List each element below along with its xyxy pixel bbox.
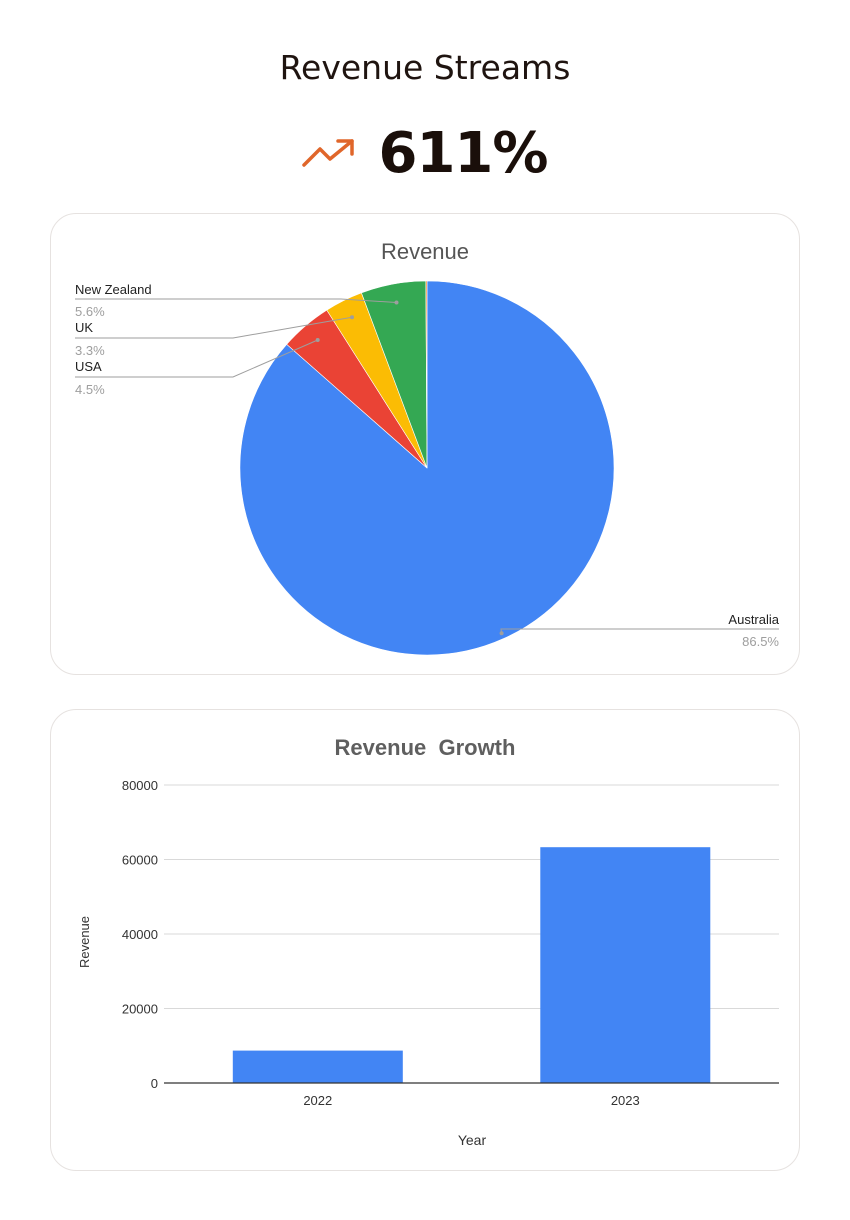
pie-chart-card: Revenue Australia 86.5% USA 4.5% UK 3.3% New Z… <box>50 213 800 675</box>
y-tick-label: 20000 <box>122 1002 158 1017</box>
pie-leader-dot-usa <box>315 338 320 342</box>
page-title: Revenue Streams <box>279 48 571 87</box>
bar-chart-title: Revenue Growth <box>335 735 516 760</box>
pie-chart-title: Revenue <box>381 239 469 264</box>
pie-leader-usa <box>75 339 318 378</box>
pie-leader-dot-australia <box>499 631 504 636</box>
bar-chart-card: Revenue Growth Year Revenue 0 20000 40000 6… <box>50 709 800 1171</box>
revenue-pie-chart: Revenue Australia 86.5% USA 4.5% UK 3.3% New Z… <box>75 239 780 656</box>
bar-chart-ylabel: Revenue <box>77 916 92 968</box>
y-tick-label: 60000 <box>122 853 158 868</box>
pie-value-australia: 86.5% <box>742 634 779 649</box>
pie-leader-dot-uk <box>350 315 354 320</box>
pie-label-uk: UK <box>75 320 93 335</box>
y-tick-label: 0 <box>151 1076 158 1091</box>
pie-leader-australia <box>500 628 779 634</box>
pie-label-usa: USA <box>75 359 102 374</box>
pie-value-uk: 3.3% <box>75 343 105 358</box>
revenue-growth-bar-chart: Revenue Growth Year Revenue 0 20000 40000 6… <box>77 735 779 1148</box>
pie-value-usa: 4.5% <box>75 382 105 397</box>
y-tick-label: 80000 <box>122 778 158 793</box>
pie-leader-dot-new-zealand <box>394 300 399 305</box>
pie-label-australia: Australia <box>728 612 779 627</box>
pie-label-new-zealand: New Zealand <box>75 282 152 297</box>
bar-2023 <box>540 847 711 1083</box>
trending-up-icon <box>302 139 355 167</box>
pie-leader-new-zealand <box>75 298 397 303</box>
pie-value-new-zealand: 5.6% <box>75 304 105 319</box>
y-tick-label: 40000 <box>122 927 158 942</box>
pie-slice-other <box>425 280 428 469</box>
growth-summary: 611% <box>0 118 850 188</box>
pie-leader-uk <box>75 316 353 339</box>
x-tick-label: 2023 <box>611 1093 640 1108</box>
bar-2022 <box>232 1050 403 1083</box>
growth-value: 611% <box>378 120 548 186</box>
x-tick-label: 2022 <box>303 1093 332 1108</box>
bar-chart-xlabel: Year <box>458 1132 487 1148</box>
